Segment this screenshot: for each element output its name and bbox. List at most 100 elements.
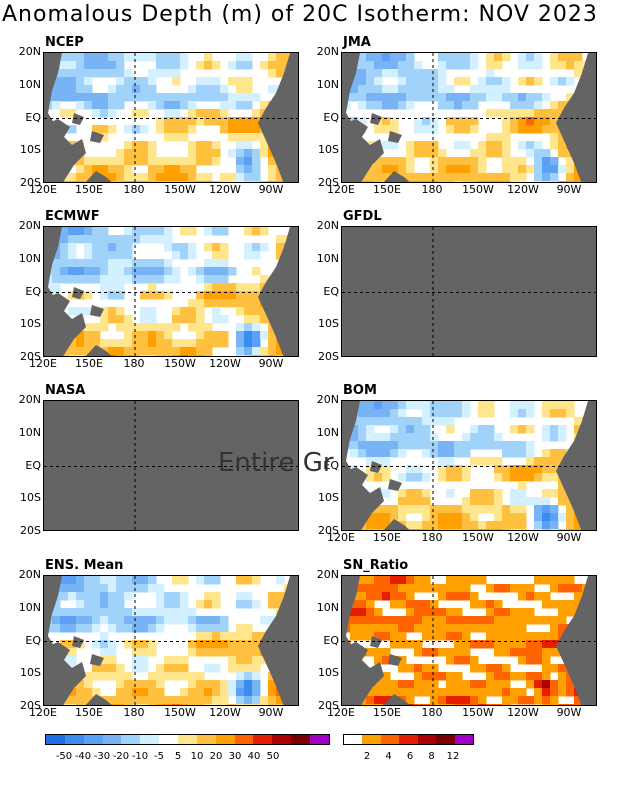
heatmap-cell — [108, 592, 117, 601]
heatmap-cell — [140, 640, 149, 649]
heatmap-cell — [156, 173, 165, 182]
heatmap-cell — [558, 409, 567, 418]
heatmap-cell — [534, 656, 543, 665]
panel-label: NCEP — [45, 35, 84, 50]
heatmap-cell — [454, 53, 463, 62]
heatmap-cell — [470, 457, 479, 466]
heatmap-cell — [148, 608, 157, 617]
heatmap-cell — [478, 401, 487, 410]
heatmap-cell — [100, 165, 109, 174]
heatmap-cell — [220, 688, 229, 697]
heatmap-cell — [486, 672, 495, 681]
heatmap-cell — [558, 600, 567, 609]
heatmap-cell — [574, 584, 583, 593]
heatmap-cell — [212, 632, 221, 641]
heatmap-cell — [438, 53, 447, 62]
heatmap-cell — [406, 157, 415, 166]
heatmap-cell — [502, 584, 511, 593]
heatmap-cell — [164, 656, 173, 665]
heatmap-cell — [518, 521, 527, 530]
heatmap-cell — [446, 101, 455, 110]
heatmap-cell — [204, 117, 213, 126]
heatmap-cell — [132, 688, 141, 697]
heatmap-cell — [558, 433, 567, 442]
map-canvas — [44, 401, 298, 530]
heatmap-cell — [276, 251, 285, 260]
heatmap-cell — [228, 648, 237, 657]
heatmap-cell — [92, 69, 101, 78]
heatmap-cell — [534, 157, 543, 166]
heatmap-cell — [92, 157, 101, 166]
heatmap-cell — [374, 696, 383, 705]
panel-label: ECMWF — [45, 209, 100, 224]
heatmap-cell — [366, 616, 375, 625]
heatmap-cell — [446, 449, 455, 458]
heatmap-cell — [228, 101, 237, 110]
heatmap-cell — [220, 616, 229, 625]
heatmap-cell — [430, 521, 439, 530]
heatmap-cell — [390, 125, 399, 134]
heatmap-cell — [558, 672, 567, 681]
heatmap-cell — [172, 125, 181, 134]
heatmap-cell — [244, 339, 253, 348]
heatmap-cell — [366, 93, 375, 102]
heatmap-cell — [454, 125, 463, 134]
heatmap-cell — [260, 656, 269, 665]
heatmap-cell — [406, 529, 415, 530]
heatmap-cell — [390, 69, 399, 78]
heatmap-cell — [172, 101, 181, 110]
heatmap-cell — [406, 489, 415, 498]
heatmap-cell — [124, 339, 133, 348]
heatmap-cell — [446, 125, 455, 134]
heatmap-cell — [462, 53, 471, 62]
heatmap-cell — [196, 157, 205, 166]
heatmap-cell — [446, 181, 455, 182]
heatmap-cell — [204, 157, 213, 166]
heatmap-cell — [566, 77, 575, 86]
heatmap-cell — [422, 417, 431, 426]
land-mass — [342, 401, 360, 473]
heatmap-cell — [574, 696, 583, 705]
heatmap-cell — [164, 53, 173, 62]
heatmap-cell — [406, 473, 415, 482]
heatmap-cell — [124, 125, 133, 134]
heatmap-cell — [454, 101, 463, 110]
heatmap-cell — [220, 181, 229, 182]
y-tick-label: EQ — [323, 458, 339, 472]
heatmap-cell — [358, 608, 367, 617]
heatmap-cell — [366, 77, 375, 86]
heatmap-cell — [220, 267, 229, 276]
heatmap-cell — [510, 181, 519, 182]
heatmap-cell — [204, 227, 213, 236]
heatmap-cell — [76, 173, 85, 182]
heatmap-cell — [406, 141, 415, 150]
heatmap-cell — [196, 85, 205, 94]
heatmap-cell — [510, 157, 519, 166]
heatmap-cell — [84, 227, 93, 236]
heatmap-cell — [558, 664, 567, 673]
heatmap-cell — [132, 53, 141, 62]
heatmap-cell — [374, 624, 383, 633]
heatmap-cell — [76, 235, 85, 244]
heatmap-cell — [422, 497, 431, 506]
heatmap-cell — [430, 401, 439, 410]
heatmap-cell — [188, 704, 197, 705]
heatmap-cell — [204, 181, 213, 182]
heatmap-cell — [390, 449, 399, 458]
heatmap-cell — [374, 576, 383, 585]
heatmap-cell — [566, 409, 575, 418]
heatmap-cell — [422, 141, 431, 150]
heatmap-cell — [76, 93, 85, 102]
heatmap-cell — [502, 680, 511, 689]
heatmap-cell — [220, 624, 229, 633]
heatmap-cell — [236, 149, 245, 158]
heatmap-cell — [68, 648, 77, 657]
heatmap-cell — [76, 101, 85, 110]
heatmap-cell — [478, 165, 487, 174]
heatmap-cell — [92, 275, 101, 284]
heatmap-cell — [494, 704, 503, 705]
y-tick-label: 10S — [318, 317, 339, 331]
heatmap-cell — [156, 624, 165, 633]
heatmap-cell — [172, 181, 181, 182]
x-tick-label: 120W — [209, 357, 241, 370]
